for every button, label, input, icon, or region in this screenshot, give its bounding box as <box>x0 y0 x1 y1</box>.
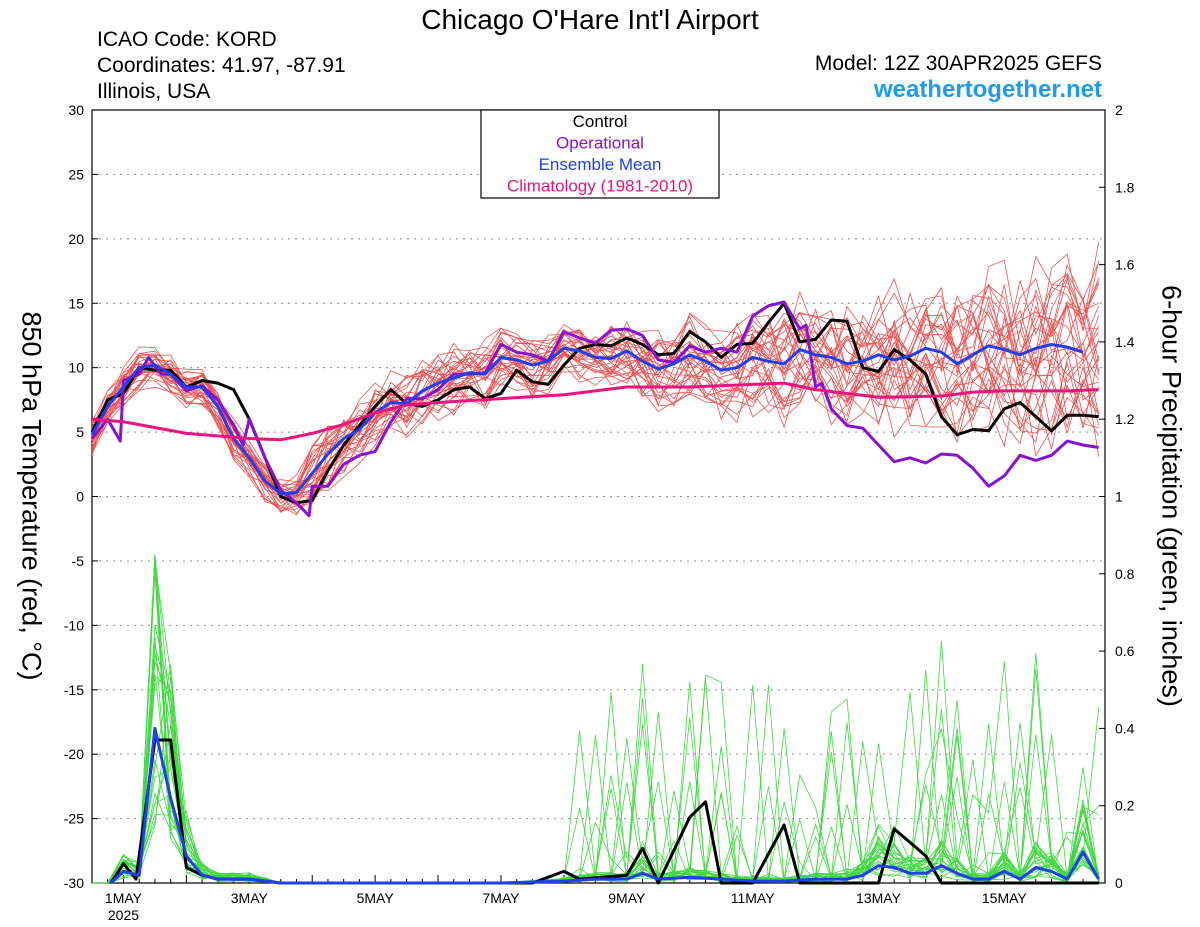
ensemble-mean-temperature-line <box>90 343 1084 496</box>
x-tick-label: 1MAY <box>105 890 143 906</box>
legend-entry: Operational <box>556 134 644 153</box>
legend-entry: Control <box>573 112 628 131</box>
temperature-member-line <box>91 354 1100 507</box>
y-tick-label: 0 <box>76 489 84 505</box>
x-tick-label: 11MAY <box>731 890 775 906</box>
climatology-1981-2010-temperature-line <box>91 381 1099 442</box>
temperature-member-line <box>91 352 1100 516</box>
temperature-member-line <box>91 317 1100 506</box>
temperature-member-line <box>91 350 1099 511</box>
y2-tick-label: 1.4 <box>1115 334 1135 350</box>
legend-entry: Ensemble Mean <box>539 155 662 174</box>
x-tick-label: 7MAY <box>482 890 520 906</box>
y2-tick-label: 1.2 <box>1115 411 1135 427</box>
y-tick-label: -30 <box>64 875 84 891</box>
y2-tick-label: 0.2 <box>1115 798 1135 814</box>
y-tick-label: 25 <box>68 166 84 182</box>
temperature-member-line <box>91 346 1100 510</box>
y2-tick-label: 1 <box>1115 489 1123 505</box>
y2-tick-label: 2 <box>1115 102 1123 118</box>
y-tick-label: -15 <box>64 682 84 698</box>
temperature-member-line <box>91 278 1100 496</box>
precipitation-member-line <box>92 661 1100 884</box>
y-tick-label: -20 <box>64 746 84 762</box>
y2-tick-label: 0.8 <box>1115 566 1135 582</box>
x-tick-label: 15MAY <box>982 890 1028 906</box>
legend-box <box>480 109 720 199</box>
y-tick-label: 5 <box>76 424 84 440</box>
coordinates: Coordinates: 41.97, -87.91 <box>97 54 346 77</box>
region: Illinois, USA <box>97 80 211 103</box>
x-tick-sublabel: 2025 <box>108 907 139 923</box>
y-tick-label: 10 <box>68 360 84 376</box>
model-run: Model: 12Z 30APR2025 GEFS <box>814 52 1102 75</box>
x-tick-label: 13MAY <box>856 890 902 906</box>
icao-code: ICAO Code: KORD <box>97 28 277 51</box>
y-tick-label: 20 <box>68 231 84 247</box>
site-link[interactable]: weathertogether.net <box>873 76 1102 103</box>
y-tick-label: 30 <box>68 102 84 118</box>
x-tick-label: 3MAY <box>231 890 269 906</box>
x-tick-label: 9MAY <box>608 890 646 906</box>
x-tick-label: 5MAY <box>357 890 395 906</box>
temperature-member-line <box>91 242 1100 489</box>
y2-tick-label: 0.4 <box>1115 720 1135 736</box>
y2-tick-label: 0 <box>1115 875 1123 891</box>
y2-tick-label: 0.6 <box>1115 643 1135 659</box>
y2-tick-label: 1.6 <box>1115 257 1135 273</box>
temperature-members <box>91 242 1100 516</box>
y-tick-label: -25 <box>64 811 84 827</box>
y-tick-label: -5 <box>72 553 85 569</box>
control-precipitation-line <box>109 738 1099 885</box>
y2-tick-label: 1.8 <box>1115 179 1135 195</box>
y-tick-label: -10 <box>64 617 84 633</box>
legend-entry: Climatology (1981-2010) <box>507 177 693 196</box>
chart-title: Chicago O'Hare Int'l Airport <box>421 4 759 35</box>
temperature-member-line <box>91 274 1100 495</box>
y-tick-label: 15 <box>68 295 84 311</box>
temperature-member-line <box>91 342 1100 513</box>
ensemble-mean-precipitation-line <box>109 726 1100 885</box>
temperature-member-line <box>91 361 1099 507</box>
